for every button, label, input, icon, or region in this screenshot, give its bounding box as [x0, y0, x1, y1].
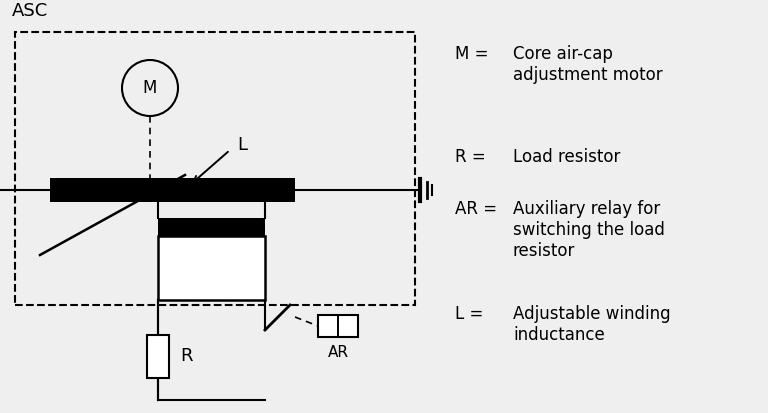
Text: R: R: [180, 347, 193, 365]
Bar: [158, 218, 265, 236]
Text: R =: R =: [455, 148, 485, 166]
Text: ASC: ASC: [12, 2, 48, 20]
Bar: [15, 32, 415, 305]
Text: Core air-cap
adjustment motor: Core air-cap adjustment motor: [513, 45, 663, 84]
Bar: [158, 236, 265, 300]
Text: Adjustable winding
inductance: Adjustable winding inductance: [513, 305, 670, 344]
Text: AR: AR: [327, 345, 349, 360]
Text: Load resistor: Load resistor: [513, 148, 621, 166]
Text: Auxiliary relay for
switching the load
resistor: Auxiliary relay for switching the load r…: [513, 200, 665, 260]
Text: L =: L =: [455, 305, 483, 323]
Bar: [147, 335, 169, 378]
Bar: [50, 178, 295, 202]
Text: AR =: AR =: [455, 200, 497, 218]
Text: L: L: [237, 136, 247, 154]
Text: M: M: [143, 79, 157, 97]
Text: M =: M =: [455, 45, 488, 63]
Bar: [318, 315, 358, 337]
